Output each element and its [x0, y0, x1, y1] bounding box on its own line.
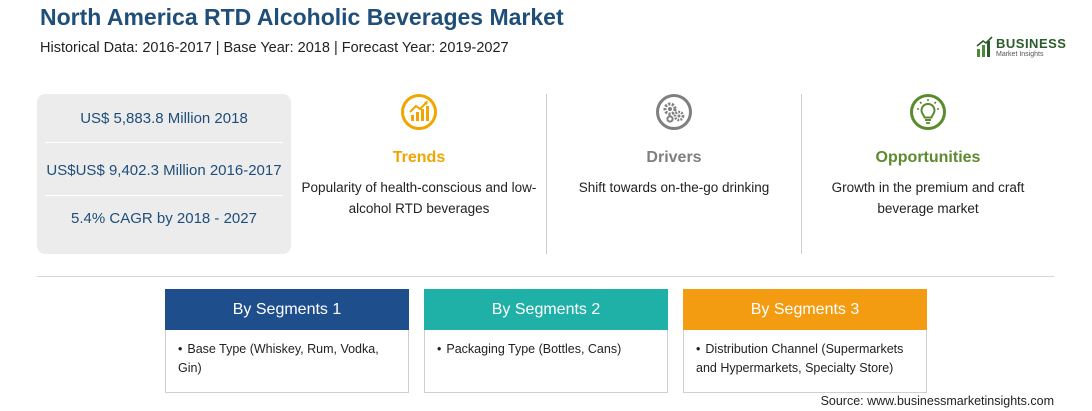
- drivers-label: Drivers: [646, 149, 702, 166]
- segment-1-title: By Segments 1: [165, 289, 409, 330]
- market-size-historical: US$US$ 9,402.3 Million 2016-2017: [46, 162, 282, 179]
- page-subtitle: Historical Data: 2016-2017 | Base Year: …: [40, 40, 509, 56]
- bullet-icon: •: [696, 342, 701, 356]
- segment-2-list: • Packaging Type (Bottles, Cans): [437, 340, 663, 359]
- segment-card-1: By Segments 1 • Base Type (Whiskey, Rum, …: [165, 289, 409, 393]
- trends-text: Popularity of health-conscious and low-a…: [301, 180, 537, 216]
- segment-1-item: Base Type (Whiskey, Rum, Vodka, Gin): [178, 342, 379, 375]
- segment-card-2: By Segments 2 • Packaging Type (Bottles, …: [424, 289, 668, 393]
- segment-3-item: Distribution Channel (Supermarkets and H…: [696, 342, 904, 375]
- segment-3-title: By Segments 3: [683, 289, 927, 330]
- opportunities-label: Opportunities: [875, 149, 981, 166]
- page-title: North America RTD Alcoholic Beverages Ma…: [40, 4, 564, 30]
- gears-icon: [656, 94, 692, 130]
- segment-2-title: By Segments 2: [424, 289, 668, 330]
- trends-label: Trends: [392, 149, 446, 166]
- segment-card-3: By Segments 3 • Distribution Channel (Sup…: [683, 289, 927, 393]
- logo-tagline: Market Insights: [996, 51, 1044, 58]
- logo-icon: [976, 36, 993, 57]
- trend-chart-icon: [401, 94, 437, 130]
- bullet-icon: •: [178, 342, 183, 356]
- opportunities-text: Growth in the premium and craft beverage…: [831, 180, 1025, 216]
- market-stats-box: US$ 5,883.8 Million 2018 US$US$ 9,402.3 …: [37, 94, 291, 254]
- stats-divider: [45, 195, 283, 196]
- lightbulb-icon: [910, 94, 946, 130]
- segment-2-item: Packaging Type (Bottles, Cans): [446, 342, 622, 356]
- segment-3-list: • Distribution Channel (Supermarkets and …: [696, 340, 922, 378]
- segment-1-list: • Base Type (Whiskey, Rum, Vodka, Gin): [178, 340, 404, 378]
- logo-name: BUSINESS: [996, 36, 1067, 51]
- cagr-value: 5.4% CAGR by 2018 - 2027: [71, 210, 257, 227]
- column-divider: [801, 94, 802, 254]
- stats-divider: [45, 142, 283, 143]
- bullet-icon: •: [437, 342, 442, 356]
- section-divider: [37, 276, 1054, 277]
- drivers-text: Shift towards on-the-go drinking: [578, 180, 770, 195]
- market-size-2018: US$ 5,883.8 Million 2018: [80, 110, 248, 127]
- company-logo: BUSINESS Market Insights: [976, 34, 1066, 64]
- source-note: Source: www.businessmarketinsights.com: [820, 394, 1054, 408]
- column-divider: [546, 94, 547, 254]
